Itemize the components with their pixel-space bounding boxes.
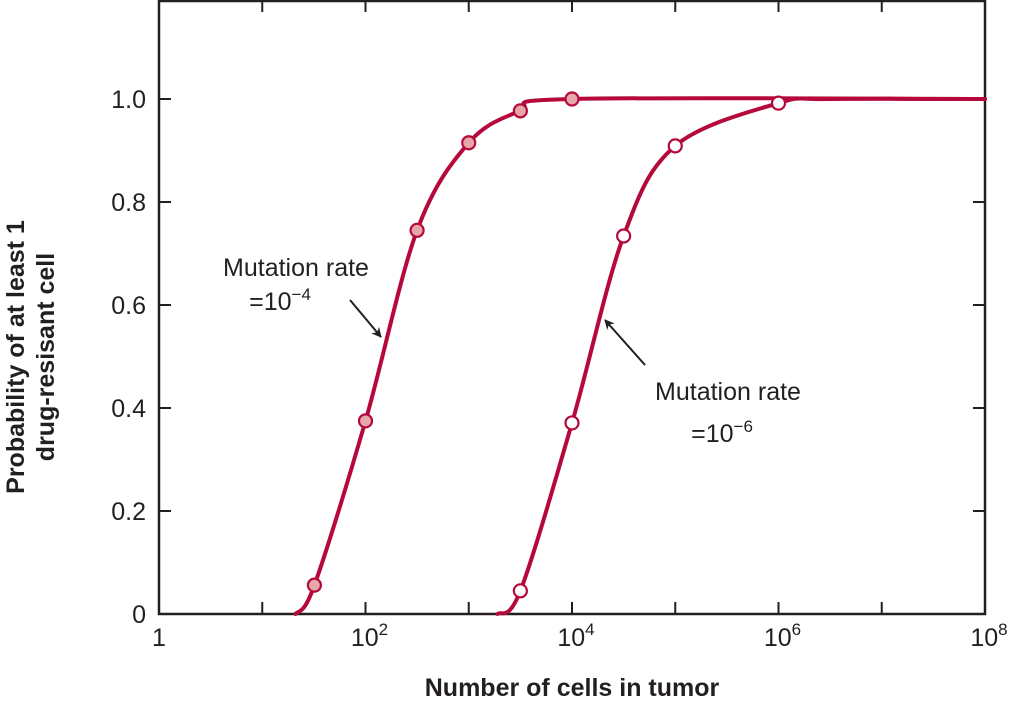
x-tick-label: 104	[557, 620, 594, 652]
y-axis: 0 0.2 0.4 0.6 0.8 1.0	[111, 86, 985, 629]
y-tick-label: 0.8	[111, 189, 146, 217]
x-tick-label-exponent: 8	[998, 620, 1007, 639]
annotation-2-exponent: −6	[734, 417, 753, 436]
annotation-1-exponent: −4	[292, 285, 311, 304]
x-tick-label-base: 10	[764, 624, 792, 652]
annotation-1-line-1: Mutation rate	[223, 254, 369, 282]
data-point	[564, 415, 580, 431]
x-tick-label-base: 10	[351, 624, 379, 652]
x-axis-title: Number of cells in tumor	[425, 674, 720, 702]
x-axis: 1 102 104 106 108	[152, 0, 1008, 652]
x-tick-label-base: 10	[970, 624, 998, 652]
x-tick-label-exponent: 6	[792, 620, 801, 639]
y-tick-label: 1.0	[111, 86, 146, 114]
x-tick-label-exponent: 2	[379, 620, 388, 639]
annotation-2-line-1: Mutation rate	[655, 378, 801, 406]
y-tick-label: 0.6	[111, 292, 146, 320]
annotation-2-arrow	[604, 319, 646, 366]
data-point	[616, 228, 632, 244]
series-group	[293, 91, 987, 616]
data-point	[461, 135, 477, 151]
x-tick-label-base: 10	[557, 624, 585, 652]
annotation-1-arrow	[349, 299, 382, 338]
annotation-2-base: =10	[691, 420, 733, 448]
data-point	[512, 103, 528, 119]
data-point	[667, 138, 683, 154]
data-point	[357, 413, 374, 429]
x-tick-label: 106	[764, 620, 801, 652]
series-line	[495, 96, 987, 616]
annotation-mutation-rate-1e-6: Mutation rate =10−6	[604, 319, 801, 448]
y-tick-label: 0.4	[111, 395, 146, 423]
series-1	[293, 91, 987, 616]
x-tick-label-exponent: 4	[585, 620, 594, 639]
annotation-1-base: =10	[249, 288, 291, 316]
y-axis-title-line-1: Probability of at least 1	[2, 220, 30, 494]
x-tick-label: 102	[351, 620, 388, 652]
y-tick-label: 0.2	[111, 498, 146, 526]
annotation-2-line-2: =10−6	[691, 417, 753, 448]
y-axis-title-line-2: drug-resisant cell	[32, 253, 60, 461]
y-axis-title: Probability of at least 1 drug-resisant …	[2, 220, 60, 494]
data-point	[409, 222, 425, 238]
data-point	[770, 95, 787, 111]
data-point	[306, 577, 323, 593]
data-point	[564, 91, 580, 107]
x-tick-label: 1	[152, 624, 166, 652]
annotation-1-line-2: =10−4	[249, 285, 311, 316]
data-point	[512, 583, 528, 599]
y-tick-label: 0	[132, 601, 146, 629]
series-2	[495, 95, 987, 616]
annotation-mutation-rate-1e-4: Mutation rate =10−4	[223, 254, 382, 338]
series-line	[293, 96, 987, 616]
x-tick-label: 108	[970, 620, 1007, 652]
x-tick-label-base: 1	[152, 624, 166, 652]
